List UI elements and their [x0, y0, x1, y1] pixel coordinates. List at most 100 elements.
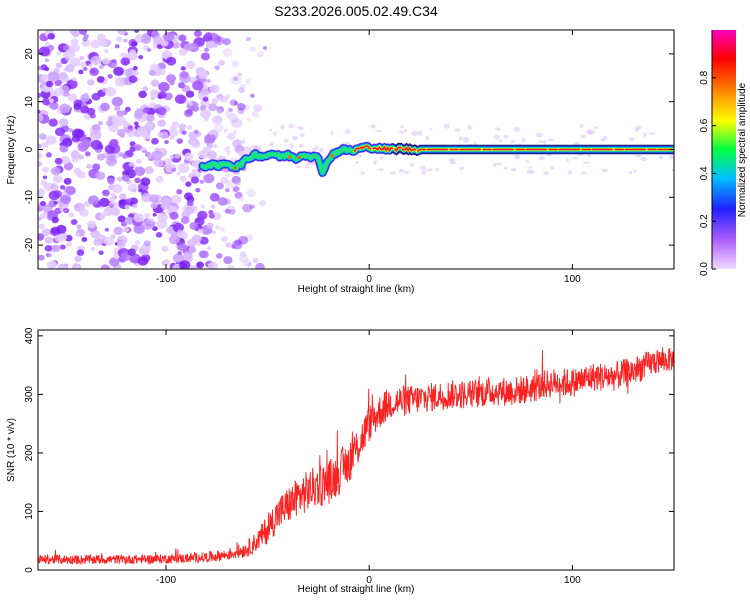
noise-speck: [98, 250, 104, 255]
x-tick-label: -100: [156, 274, 176, 285]
noise-speck: [208, 210, 214, 215]
noise-speck: [91, 123, 101, 132]
colorbar-gradient: [712, 30, 736, 269]
noise-speck: [110, 192, 116, 198]
noise-speck: [178, 48, 188, 56]
noise-speck: [162, 52, 169, 58]
noise-speck: [129, 141, 136, 147]
noise-speck: [213, 123, 224, 133]
noise-speck: [98, 64, 104, 70]
noise-speck: [189, 221, 199, 230]
noise-speck: [44, 66, 50, 72]
ridge-hotspot: [330, 154, 334, 158]
noise-speck: [102, 57, 111, 65]
noise-speck: [210, 204, 216, 209]
noise-speck: [86, 107, 96, 116]
noise-speck: [157, 68, 166, 76]
noise-speck: [155, 219, 168, 229]
y-tick-label: -20: [24, 237, 35, 252]
ridge-edge: [391, 151, 674, 157]
noise-speck: [59, 155, 70, 165]
noise-speck: [169, 135, 175, 140]
noise-speck: [77, 154, 84, 160]
noise-speck: [360, 171, 366, 175]
noise-speck: [162, 31, 175, 42]
noise-speck: [200, 52, 210, 61]
noise-speck: [171, 167, 177, 172]
noise-speck: [237, 103, 246, 111]
noise-speck: [147, 154, 152, 159]
noise-speck: [45, 135, 57, 145]
noise-speck: [57, 233, 68, 242]
noise-speck: [658, 155, 664, 160]
noise-speck: [399, 125, 405, 129]
noise-speck: [493, 134, 500, 140]
noise-speck: [110, 234, 116, 239]
noise-speck: [207, 150, 218, 160]
noise-speck: [116, 129, 126, 137]
noise-speck: [109, 257, 120, 267]
noise-speck: [58, 118, 69, 127]
noise-speck: [425, 135, 430, 141]
noise-speck: [256, 51, 265, 58]
noise-speck: [134, 144, 142, 151]
noise-speck: [280, 124, 285, 130]
noise-speck: [47, 71, 60, 82]
noise-speck: [543, 171, 549, 175]
noise-speck: [132, 188, 137, 193]
noise-speck: [443, 123, 450, 129]
noise-speck: [498, 138, 503, 143]
noise-speck: [233, 179, 241, 186]
noise-speck: [417, 130, 423, 136]
y-tick-label: 300: [24, 386, 35, 403]
ridge-hotspot: [297, 156, 301, 160]
noise-speck: [648, 132, 655, 135]
noise-speck: [134, 177, 141, 184]
noise-speck: [50, 183, 59, 191]
noise-speck: [209, 84, 220, 94]
noise-speck: [543, 139, 547, 145]
noise-speck: [138, 188, 143, 193]
noise-speck: [289, 143, 294, 149]
noise-speck: [528, 165, 533, 169]
noise-speck: [135, 158, 142, 164]
noise-speck: [176, 189, 183, 195]
noise-speck: [238, 87, 246, 94]
noise-speck: [200, 204, 206, 209]
noise-speck: [143, 240, 151, 247]
noise-speck: [102, 189, 110, 197]
noise-speck: [102, 207, 114, 217]
noise-speck: [127, 248, 136, 256]
noise-speck: [177, 82, 186, 89]
noise-speck: [224, 208, 231, 214]
noise-speck: [241, 150, 245, 156]
noise-speck: [131, 70, 138, 76]
noise-speck: [565, 157, 569, 163]
noise-speck: [211, 115, 223, 125]
noise-speck: [114, 44, 120, 49]
noise-speck: [80, 61, 87, 68]
noise-speck: [57, 263, 69, 269]
noise-speck: [204, 133, 216, 144]
noise-speck: [169, 211, 179, 220]
noise-speck: [120, 52, 127, 59]
noise-speck: [203, 173, 215, 184]
noise-speck: [215, 225, 221, 230]
noise-speck: [398, 168, 405, 173]
y-tick-label: 0: [24, 146, 35, 152]
noise-speck: [38, 216, 42, 222]
noise-speck: [48, 118, 58, 127]
noise-speck: [634, 154, 642, 158]
noise-speck: [232, 139, 239, 145]
noise-speck: [153, 158, 164, 168]
noise-speck: [68, 212, 75, 218]
noise-speck: [128, 162, 135, 167]
noise-speck: [513, 126, 520, 133]
spectrogram-xlabel: Height of straight line (km): [298, 284, 415, 295]
noise-speck: [458, 136, 463, 141]
noise-speck: [217, 197, 228, 206]
noise-speck: [70, 219, 78, 225]
noise-speck: [93, 238, 103, 246]
noise-speck: [111, 96, 123, 107]
